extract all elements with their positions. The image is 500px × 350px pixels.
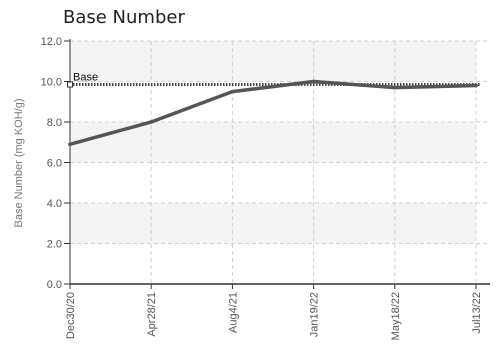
- chart-title: Base Number: [63, 7, 185, 28]
- data-point: [230, 89, 235, 94]
- y-tick-label: 4.0: [47, 198, 62, 210]
- x-tick-label: Aug4/21: [227, 292, 239, 333]
- data-point: [474, 83, 478, 88]
- data-point: [149, 120, 153, 124]
- x-tick-label: Jul13/22: [471, 292, 483, 334]
- data-point: [311, 79, 316, 84]
- y-tick-label: 6.0: [47, 158, 62, 170]
- reference-line-marker: [67, 81, 73, 88]
- y-tick-label: 0.0: [47, 279, 62, 291]
- plot-band: [70, 122, 476, 163]
- plot-band: [70, 41, 476, 82]
- y-tick-label: 2.0: [47, 239, 62, 251]
- plot-band: [70, 203, 476, 244]
- x-tick-label: Dec30/20: [65, 292, 77, 339]
- y-tick-label: 12.0: [41, 36, 62, 48]
- plot-band: [70, 162, 476, 203]
- x-tick-label: May18/22: [390, 292, 402, 340]
- data-point: [393, 85, 397, 90]
- y-tick-label: 8.0: [47, 117, 62, 129]
- plot-band: [70, 243, 476, 284]
- x-tick-label: Apr28/21: [146, 292, 158, 337]
- series-line: [68, 79, 478, 147]
- data-point: [68, 142, 72, 147]
- x-tick-label: Jan19/22: [309, 292, 321, 337]
- reference-line-label: Base: [73, 72, 98, 84]
- y-tick-label: 10.0: [41, 77, 62, 89]
- y-axis-title: Base Number (mg KOH/g): [13, 99, 25, 228]
